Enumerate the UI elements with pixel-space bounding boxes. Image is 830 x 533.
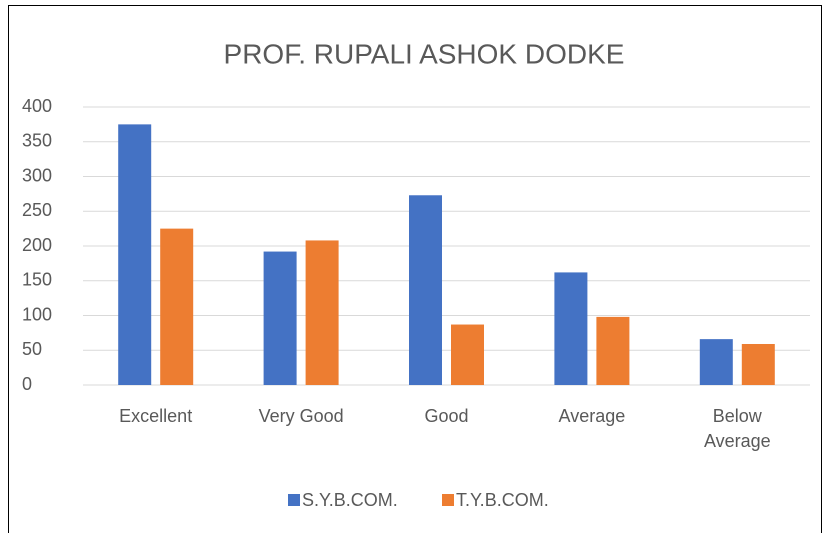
bar (118, 124, 152, 385)
bar (554, 272, 588, 385)
chart-title: PROF. RUPALI ASHOK DODKE (224, 38, 625, 69)
y-tick-label: 250 (22, 200, 52, 220)
x-tick-label: Very Good (258, 406, 344, 426)
y-tick-label: 300 (22, 165, 52, 185)
x-tick-label: Below Average (703, 406, 771, 451)
y-tick-label: 50 (22, 339, 42, 359)
bar (741, 343, 775, 385)
y-tick-label: 400 (22, 96, 52, 116)
bar (160, 228, 194, 385)
legend-label: T.Y.B.COM. (456, 490, 549, 510)
y-tick-label: 350 (22, 131, 52, 151)
legend-label: S.Y.B.COM. (302, 490, 398, 510)
legend-swatch (288, 494, 300, 506)
y-tick-label: 150 (22, 270, 52, 290)
y-tick-label: 0 (22, 374, 32, 394)
bar (596, 316, 630, 385)
legend-swatch (442, 494, 454, 506)
bar (263, 251, 297, 385)
x-tick-label: Average (558, 406, 626, 426)
bar (451, 324, 484, 385)
x-tick-label: Good (424, 406, 469, 426)
y-tick-label: 100 (22, 304, 52, 324)
bar (699, 339, 733, 385)
bar (409, 195, 442, 385)
y-tick-label: 200 (22, 235, 52, 255)
bar (305, 240, 339, 385)
x-tick-label: Excellent (119, 406, 193, 426)
